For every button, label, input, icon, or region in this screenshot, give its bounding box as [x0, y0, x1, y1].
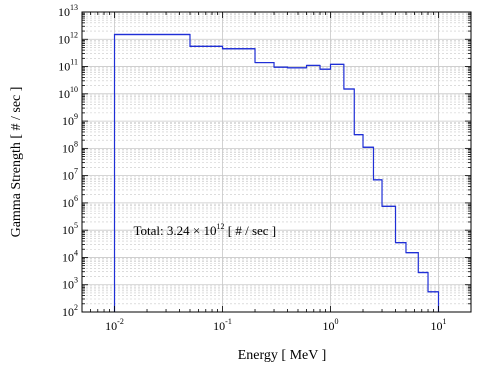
total-annotation-exponent: 12: [217, 222, 225, 231]
y-tick-label: 1013: [58, 3, 78, 19]
y-tick-label-exponent: 6: [74, 194, 78, 203]
y-tick-label-base: 10: [62, 114, 74, 128]
y-tick-label: 103: [62, 276, 78, 292]
y-tick-label-base: 10: [62, 278, 74, 292]
y-tick-label-base: 10: [58, 5, 70, 19]
y-tick-label-base: 10: [62, 169, 74, 183]
y-tick-label: 1011: [58, 58, 78, 74]
y-tick-label-exponent: 10: [70, 85, 78, 94]
y-tick-label-exponent: 11: [70, 58, 78, 67]
label-layer: 1021031041051061071081091010101110121013…: [58, 3, 446, 333]
y-tick-label: 102: [62, 303, 78, 319]
series-layer: [113, 33, 440, 312]
y-tick-label-base: 10: [62, 141, 74, 155]
y-tick-label: 106: [62, 194, 78, 210]
y-tick-label: 1010: [58, 85, 78, 101]
y-tick-label-exponent: 3: [74, 276, 78, 285]
total-annotation-prefix: Total: 3.24 × 10: [134, 223, 217, 238]
y-tick-label: 108: [62, 139, 78, 155]
x-tick-label: 10-1: [213, 317, 232, 333]
y-tick-label-base: 10: [58, 87, 70, 101]
y-tick-label-base: 10: [58, 60, 70, 74]
x-tick-label-exponent: 0: [334, 317, 338, 326]
gamma-spectrum-step-line: [113, 33, 440, 312]
grid-layer: [82, 12, 471, 312]
y-axis-label: Gamma Strength [ # / sec ]: [9, 87, 24, 238]
y-tick-label-exponent: 13: [70, 3, 78, 12]
y-tick-label: 105: [62, 221, 78, 237]
total-annotation-suffix: [ # / sec ]: [225, 223, 277, 238]
y-tick-label-exponent: 9: [74, 112, 78, 121]
x-tick-label-base: 10: [105, 319, 117, 333]
x-tick-label-base: 10: [213, 319, 225, 333]
tick-layer: [82, 12, 471, 312]
y-tick-label-base: 10: [62, 305, 74, 319]
y-tick-label-exponent: 12: [70, 30, 78, 39]
x-tick-label-base: 10: [430, 319, 442, 333]
y-tick-label-exponent: 8: [74, 139, 78, 148]
y-tick-label: 107: [62, 167, 78, 183]
x-tick-label-exponent: 1: [442, 317, 446, 326]
y-tick-label: 1012: [58, 30, 78, 46]
x-tick-label: 10-2: [105, 317, 124, 333]
y-tick-label-exponent: 2: [74, 303, 78, 312]
y-tick-label-exponent: 7: [74, 167, 78, 176]
x-tick-label-exponent: -1: [225, 317, 232, 326]
y-tick-label: 104: [62, 248, 78, 264]
y-tick-label-exponent: 4: [74, 248, 78, 257]
x-tick-label: 101: [430, 317, 446, 333]
y-tick-label-exponent: 5: [74, 221, 78, 230]
y-tick-label: 109: [62, 112, 78, 128]
y-tick-label-base: 10: [62, 250, 74, 264]
y-tick-label-base: 10: [58, 32, 70, 46]
y-tick-label-base: 10: [62, 223, 74, 237]
x-axis-label: Energy [ MeV ]: [238, 348, 327, 363]
x-tick-label-base: 10: [322, 319, 334, 333]
x-tick-label: 100: [322, 317, 338, 333]
total-annotation: Total: 3.24 × 1012 [ # / sec ]: [134, 222, 277, 238]
y-tick-label-base: 10: [62, 196, 74, 210]
plot-frame: [81, 11, 472, 313]
x-tick-label-exponent: -2: [117, 317, 124, 326]
